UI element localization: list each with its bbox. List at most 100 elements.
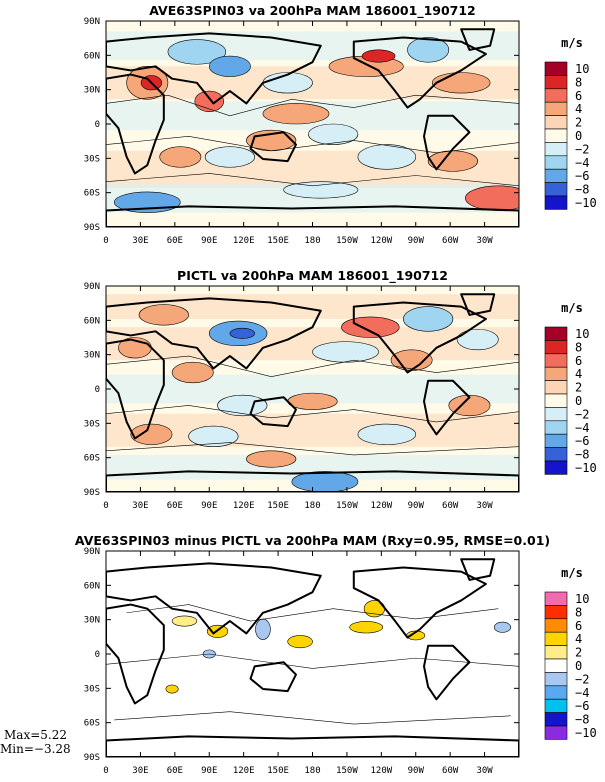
colorbar-label: 10	[575, 327, 589, 341]
coastline	[352, 566, 487, 639]
contour-region	[217, 394, 268, 417]
colorbar-label: −10	[575, 726, 597, 740]
lat-label: 60N	[84, 51, 100, 61]
lon-label: 120W	[370, 501, 392, 511]
contour-region	[165, 684, 179, 694]
colorbar-label: 6	[575, 354, 582, 368]
lat-label: 0	[95, 650, 100, 660]
colorbar-label: 4	[575, 367, 582, 381]
contour-line	[106, 442, 519, 456]
colorbar-swatch	[544, 182, 568, 197]
lon-label: 120W	[370, 236, 392, 246]
coastline	[460, 558, 496, 581]
lon-label: 120E	[233, 766, 255, 776]
lat-label: 30S	[84, 419, 100, 429]
panel-1: AVE63SPIN03 va 200hPa MAM 186001_190712 9…	[84, 3, 597, 246]
lat-label: 90N	[84, 282, 100, 292]
colorbar-label: 8	[575, 75, 582, 89]
contour-region	[246, 450, 297, 468]
colorbar-unit: m/s	[561, 301, 583, 315]
contour-region	[291, 471, 359, 492]
coastline	[106, 297, 322, 370]
panel-3: AVE63SPIN03 minus PICTL va 200hPa MAM (R…	[0, 533, 597, 776]
colorbar-label: 8	[575, 340, 582, 354]
lon-label: 30W	[476, 236, 493, 246]
contour-region	[194, 90, 225, 112]
contour-line	[126, 604, 499, 622]
lon-label: 150W	[336, 236, 358, 246]
colorbar-swatch	[544, 685, 568, 700]
colorbar-label: 0	[575, 659, 582, 673]
lat-label: 30S	[84, 154, 100, 164]
colorbar-label: 2	[575, 646, 582, 660]
colorbar-swatch	[544, 142, 568, 157]
colorbar-label: 0	[575, 394, 582, 408]
contour-region	[341, 316, 400, 338]
lat-label: 90S	[84, 223, 100, 233]
colorbar-label: −6	[575, 699, 589, 713]
lat-label: 90S	[84, 753, 100, 763]
lon-label: 0	[103, 501, 108, 511]
coastline	[460, 28, 496, 51]
colorbar-swatch	[544, 725, 568, 740]
lon-label: 90W	[408, 766, 425, 776]
colorbar-label: 0	[575, 129, 582, 143]
contour-region	[349, 621, 384, 634]
panel-2: PICTL va 200hPa MAM 186001_190712 90N 60N 3…	[84, 268, 597, 511]
colorbar-label: −10	[575, 196, 597, 210]
colorbar-label: 10	[575, 62, 589, 76]
contour-region	[431, 72, 491, 94]
contour-region	[357, 423, 417, 445]
colorbar-unit: m/s	[561, 566, 583, 580]
colorbar-swatch	[544, 195, 568, 210]
lon-label: 0	[103, 236, 108, 246]
contour-region	[171, 615, 198, 627]
lon-label: 120E	[233, 501, 255, 511]
lat-label: 30N	[84, 351, 100, 361]
colorbar-label: −4	[575, 686, 589, 700]
lon-label: 30E	[132, 766, 148, 776]
contour-region	[188, 425, 239, 447]
colorbar-swatch	[544, 326, 568, 341]
colorbar-swatch	[544, 380, 568, 395]
contour-region	[407, 37, 450, 63]
colorbar-swatch	[544, 433, 568, 448]
colorbar-swatch	[544, 605, 568, 620]
lat-label: 30N	[84, 86, 100, 96]
lat-label: 60N	[84, 581, 100, 591]
colorbar-swatch	[544, 658, 568, 673]
coastline	[249, 661, 297, 693]
lon-label: 30W	[476, 766, 493, 776]
colorbar-swatch	[544, 340, 568, 355]
colorbar-label: −2	[575, 407, 589, 421]
colorbar-swatch	[544, 645, 568, 660]
contour-line	[106, 94, 519, 117]
contour-line	[106, 173, 519, 187]
panel-title: PICTL va 200hPa MAM 186001_190712	[177, 268, 448, 284]
colorbar-swatch	[544, 128, 568, 143]
colorbar-swatch	[544, 447, 568, 462]
map-field	[106, 286, 519, 492]
colorbar-swatch	[544, 631, 568, 646]
colorbar-swatch	[544, 618, 568, 633]
lon-label: 90E	[201, 236, 217, 246]
lon-label: 150W	[336, 766, 358, 776]
colorbar-label: 4	[575, 632, 582, 646]
lon-label: 150E	[267, 766, 289, 776]
colorbar-swatch	[544, 353, 568, 368]
colorbar-swatch	[544, 460, 568, 475]
colorbar-swatch	[544, 698, 568, 713]
contour-region	[357, 144, 417, 170]
contour-region	[204, 146, 255, 168]
contour-region	[308, 123, 359, 145]
lon-label: 90E	[201, 766, 217, 776]
lon-label: 0	[103, 766, 108, 776]
lon-label: 60W	[442, 236, 459, 246]
lon-label: 90W	[408, 236, 425, 246]
contour-region	[493, 621, 512, 633]
contour-region	[171, 361, 214, 384]
colorbar-unit: m/s	[561, 36, 583, 50]
contour-region	[255, 618, 271, 640]
contour-region	[287, 635, 313, 649]
